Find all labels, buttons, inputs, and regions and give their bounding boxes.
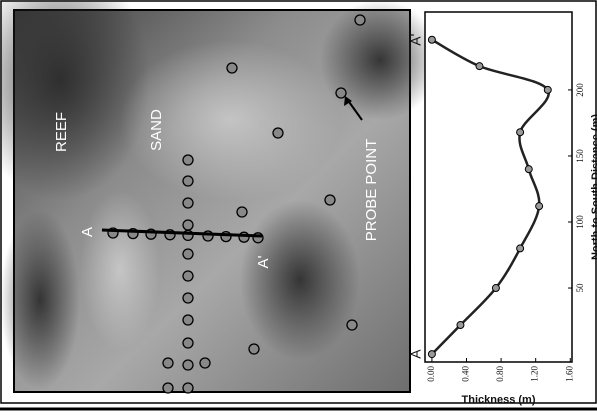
data-point [492,285,499,292]
start-label: A [408,349,424,359]
y-axis-title: Thickness (m) [462,394,536,406]
probe-point [183,315,193,325]
figure: REEF SAND A A' PROBE POINT 50 100 150 200 0.… [0,0,597,414]
x-tick-label: 150 [575,149,585,163]
probe-point [183,249,193,259]
probe-point [183,176,193,186]
data-point [536,203,543,210]
sand-label: SAND [148,109,165,151]
data-point [517,129,524,136]
y-tick-label: 1.60 [564,366,574,382]
probe-point [183,383,193,393]
probe-label: PROBE POINT [363,139,380,242]
probe-point [347,320,357,330]
data-point [476,63,483,70]
x-axis-title: North to South Distance (m) [590,114,597,260]
probe-point [336,88,346,98]
a-prime-label: A' [255,255,272,268]
probe-point [237,207,247,217]
data-point [457,322,464,329]
reef-label: REEF [53,112,70,152]
y-tick-label: 1.20 [530,366,540,382]
probe-point [355,15,365,25]
chart: 50 100 150 200 0.00 0.40 0.80 1.20 1.60 North to … [408,12,597,406]
data-point [525,166,532,173]
y-tick-label: 0.40 [461,366,471,382]
probe-point [183,360,193,370]
probe-point [183,220,193,230]
probe-point [183,198,193,208]
plot-area [425,12,572,362]
probe-point [249,344,259,354]
probe-point [163,358,173,368]
x-tick-label: 50 [575,283,585,293]
x-tick-label: 200 [575,83,585,97]
probe-point [227,63,237,73]
probe-point [200,358,210,368]
a-label: A [79,227,96,237]
x-tick-label: 100 [575,215,585,229]
probe-point [183,155,193,165]
probe-point [183,338,193,348]
probe-point [273,128,283,138]
end-label: A' [408,34,424,46]
y-tick-label: 0.00 [426,366,436,382]
data-point [544,86,551,93]
data-point [428,351,435,358]
probe-point [325,195,335,205]
probe-point [183,271,193,281]
data-point [517,245,524,252]
probe-point [163,383,173,393]
y-tick-label: 0.80 [495,366,505,382]
data-point [428,36,435,43]
probe-point [183,293,193,303]
